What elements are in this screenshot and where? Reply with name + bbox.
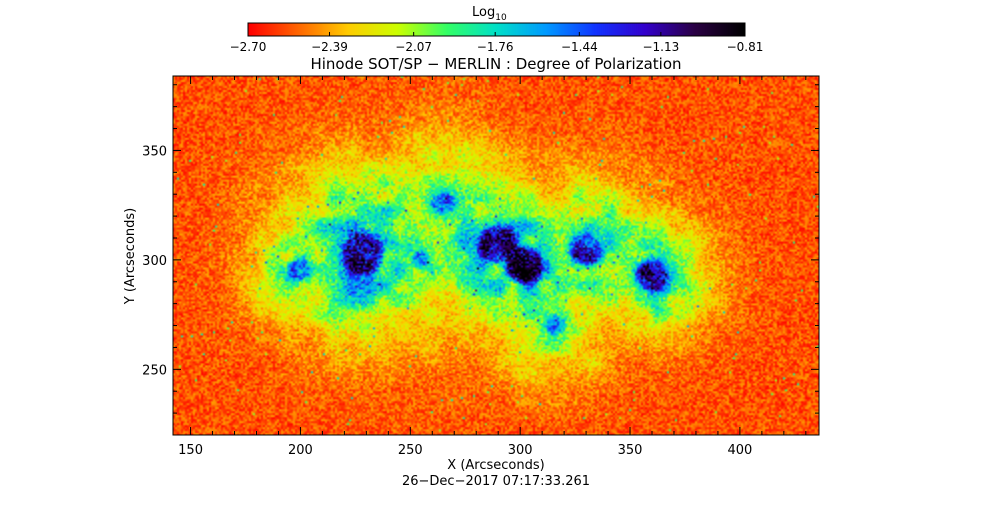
chart-title: Hinode SOT/SP − MERLIN : Degree of Polar… <box>310 55 681 73</box>
colorbar-tick: −2.39 <box>311 32 348 54</box>
y-tick: 350 <box>142 144 819 159</box>
timestamp: 26−Dec−2017 07:17:33.261 <box>402 474 590 489</box>
colorbar-tick: −1.76 <box>477 32 514 54</box>
colorbar-tick-label: −2.39 <box>311 40 348 54</box>
y-tick-label: 300 <box>142 254 167 269</box>
colorbar-tick: −0.81 <box>727 32 764 54</box>
x-tick-label: 250 <box>398 443 423 458</box>
colorbar-tick-label: −1.44 <box>561 40 598 54</box>
x-tick: 200 <box>288 76 313 458</box>
plot-frame <box>172 75 820 436</box>
colorbar-tick: −2.70 <box>230 32 267 54</box>
y-tick: 250 <box>142 363 819 378</box>
y-tick-label: 350 <box>142 144 167 159</box>
y-tick: 300 <box>142 254 819 269</box>
x-tick-label: 400 <box>727 443 752 458</box>
colorbar-ticks: −2.70 −2.39 −2.07 −1.76 −1.44 −1.13 −0.81 <box>230 32 764 54</box>
colorbar-tick-label: −0.81 <box>727 40 764 54</box>
x-tick: 350 <box>618 76 643 458</box>
colorbar-frame <box>247 22 746 37</box>
colorbar-tick: −1.13 <box>642 32 679 54</box>
x-axis: 150 200 250 300 350 400 <box>178 76 807 458</box>
x-tick-label: 150 <box>178 443 203 458</box>
x-tick: 150 <box>178 76 203 458</box>
colorbar-tick: −2.07 <box>395 32 432 54</box>
colorbar-tick-label: −1.76 <box>477 40 514 54</box>
colorbar-gradient <box>248 23 745 36</box>
y-tick-label: 250 <box>142 363 167 378</box>
colorbar-tick-label: −1.13 <box>642 40 679 54</box>
x-axis-label: X (Arcseconds) <box>447 458 544 473</box>
y-axis: 250 300 350 <box>142 84 819 436</box>
colorbar-label: Log10 <box>472 5 507 23</box>
colorbar-tick-label: −2.70 <box>230 40 267 54</box>
x-tick: 400 <box>727 76 752 458</box>
colorbar-tick: −1.44 <box>561 32 598 54</box>
x-tick: 250 <box>398 76 423 458</box>
colorbar: Log10 −2.70 −2.39 −2.07 −1.76 −1.44 −1.13 −0.8… <box>230 5 764 54</box>
x-tick: 300 <box>508 76 533 458</box>
x-tick-label: 300 <box>508 443 533 458</box>
polarization-map <box>173 76 819 435</box>
x-tick-label: 200 <box>288 443 313 458</box>
x-tick-label: 350 <box>618 443 643 458</box>
colorbar-tick-label: −2.07 <box>395 40 432 54</box>
y-axis-label: Y (Arcseconds) <box>123 208 138 305</box>
